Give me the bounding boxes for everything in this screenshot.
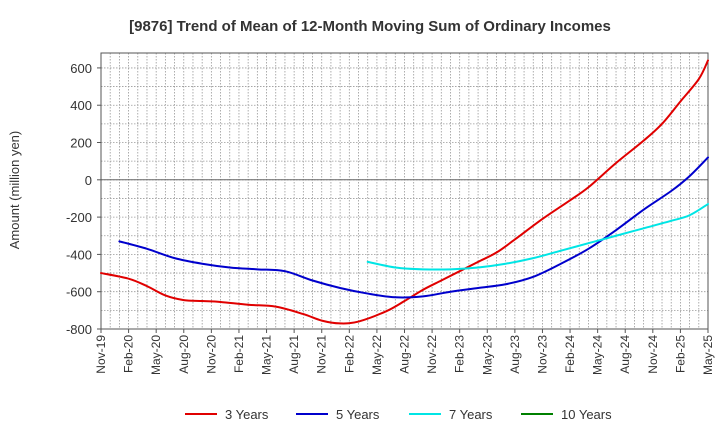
x-tick-label: Nov-19 [94, 335, 108, 374]
x-tick-label: Nov-23 [535, 335, 549, 374]
x-tick-label: May-23 [480, 335, 494, 375]
x-tick-label: May-21 [260, 335, 274, 375]
x-tick-label: May-25 [701, 335, 715, 375]
x-tick-label: Feb-24 [563, 335, 577, 373]
x-tick-label: Nov-22 [425, 335, 439, 374]
legend-item-3-years: 3 Years [185, 407, 269, 422]
legend-item-7-years: 7 Years [409, 407, 493, 422]
x-tick-label: May-22 [370, 335, 384, 375]
series-line-7-years [366, 203, 709, 271]
y-tick-label: 600 [70, 61, 92, 76]
x-tick-label: Nov-20 [204, 335, 218, 374]
x-tick-label: Feb-21 [232, 335, 246, 373]
y-tick-label: 200 [70, 136, 92, 151]
series-line-5-years [118, 156, 709, 299]
y-tick-label: 0 [85, 173, 92, 188]
y-tick-label: -400 [66, 247, 92, 262]
x-tick-label: Aug-21 [287, 335, 301, 374]
legend-label: 5 Years [336, 407, 380, 422]
x-tick-label: Feb-22 [342, 335, 356, 373]
y-axis-label: Amount (million yen) [7, 131, 22, 250]
chart-title: [9876] Trend of Mean of 12-Month Moving … [129, 18, 611, 35]
axes: -800 -600 -400 -200 0 200 400 600 Nov-19 Feb-20 Ma… [66, 52, 715, 375]
x-tick-label: Feb-25 [673, 335, 687, 373]
x-tick-label: Nov-21 [315, 335, 329, 374]
legend-item-10-years: 10 Years [521, 407, 612, 422]
x-tick-label: Feb-23 [453, 335, 467, 373]
x-tick-label: May-20 [149, 335, 163, 375]
x-tick-label: Aug-20 [177, 335, 191, 374]
legend-item-5-years: 5 Years [296, 407, 380, 422]
y-tick-label: -200 [66, 210, 92, 225]
y-tick-label: 400 [70, 98, 92, 113]
legend-label: 10 Years [561, 407, 612, 422]
x-tick-label: Aug-22 [398, 335, 412, 374]
y-tick-label: -600 [66, 285, 92, 300]
series-line-3-years [100, 59, 709, 325]
legend-label: 3 Years [225, 407, 269, 422]
series-lines [100, 59, 709, 325]
x-tick-label: Aug-23 [508, 335, 522, 374]
grid [101, 53, 708, 329]
x-tick-label: Nov-24 [646, 335, 660, 374]
x-tick-label: Aug-24 [618, 335, 632, 374]
x-tick-label: May-24 [591, 335, 605, 375]
x-tick-label: Feb-20 [122, 335, 136, 373]
y-tick-label: -800 [66, 322, 92, 337]
legend-label: 7 Years [449, 407, 493, 422]
legend: 3 Years 5 Years 7 Years 10 Years [185, 407, 612, 422]
